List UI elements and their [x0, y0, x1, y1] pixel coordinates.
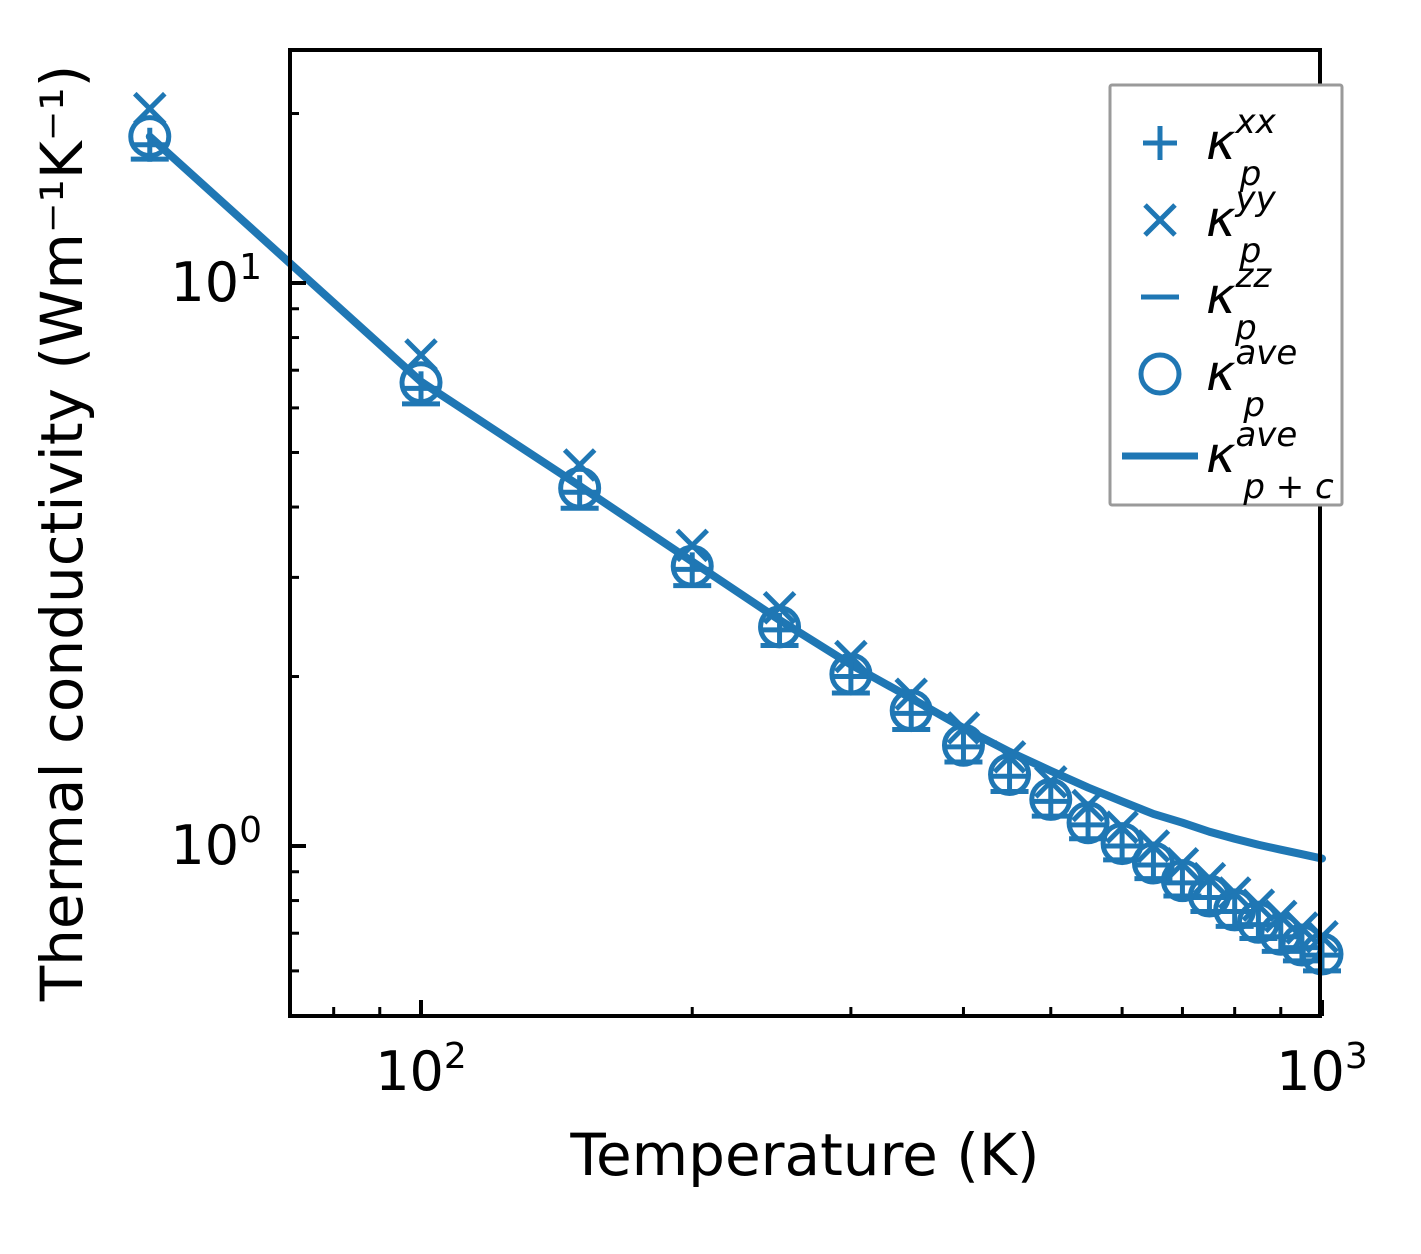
legend-kappa-symbol: κ	[1206, 344, 1236, 402]
datapoint-kappa-p-ave	[829, 652, 873, 696]
x-tick-label-exponent: 3	[1345, 1036, 1368, 1077]
x-tick-label-exponent: 2	[444, 1036, 467, 1077]
datapoint-kappa-p-ave	[889, 689, 933, 733]
datapoint-kappa-p-yy	[1105, 810, 1139, 844]
datapoint-kappa-p-ave	[670, 544, 714, 588]
y-tick-label-exponent: 1	[239, 247, 262, 288]
legend-subscript: p	[1234, 308, 1257, 348]
datapoint-kappa-p-ave	[1236, 900, 1280, 944]
legend-marker-circle	[1138, 352, 1182, 396]
x-axis-label-text: Temperature (K)	[569, 1121, 1039, 1189]
y-tick-label-exponent: 0	[239, 810, 262, 851]
datapoint-kappa-p-ave	[988, 752, 1032, 796]
datapoint-kappa-p-ave	[1259, 912, 1303, 956]
legend-label-4: κave p + c	[1206, 415, 1334, 507]
legend-background	[1108, 83, 1344, 507]
legend-label-0: κxx p	[1206, 102, 1277, 194]
y-tick-label-base: 10	[170, 814, 239, 877]
legend-superscript: ave	[1235, 415, 1297, 455]
legend-subscript: p	[1239, 231, 1262, 271]
legend-superscript: xx	[1234, 102, 1276, 142]
legend-superscript: ave	[1235, 333, 1297, 373]
y-axis-label-text: Thermal conductivity (Wm⁻¹K⁻¹)	[28, 65, 96, 1003]
legend-kappa-symbol: κ	[1206, 426, 1236, 484]
datapoint-kappa-p-yy	[894, 677, 928, 712]
datapoint-kappa-p-ave	[1100, 822, 1144, 866]
legend-subscript: p	[1242, 385, 1265, 425]
legend-label-3: κave p	[1206, 333, 1297, 425]
legend-subscript: p + c	[1242, 467, 1334, 507]
x-tick-label: 102	[375, 1036, 467, 1103]
datapoint-kappa-p-ave	[558, 466, 602, 510]
data-layer	[128, 91, 1344, 976]
datapoint-kappa-p-ave	[128, 115, 172, 159]
x-tick-label: 103	[1276, 1036, 1368, 1103]
legend-marker-cross	[1143, 203, 1177, 237]
legend-kappa-symbol: κ	[1206, 190, 1236, 248]
y-tick-label: 100	[170, 810, 262, 877]
y-tick-label-base: 10	[170, 251, 239, 314]
legend-superscript: yy	[1234, 179, 1276, 219]
series-kappa-p-ave	[128, 115, 1344, 976]
legend-label-1: κyy p	[1206, 179, 1277, 271]
legend-kappa-symbol: κ	[1206, 267, 1236, 325]
datapoint-kappa-p-ave	[399, 361, 443, 405]
legend-kappa-symbol: κ	[1206, 113, 1236, 171]
legend-superscript: zz	[1234, 256, 1272, 296]
datapoint-kappa-p-ave	[1213, 888, 1257, 932]
legend-label-2: κzz p	[1206, 256, 1272, 348]
datapoint-kappa-p-ave	[1066, 801, 1110, 845]
datapoint-kappa-p-ave	[1029, 777, 1073, 821]
ticks-layer	[290, 112, 1324, 1016]
datapoint-kappa-p-ave	[758, 605, 802, 649]
datapoint-kappa-p-ave	[941, 723, 985, 767]
x-axis-label: Temperature (K)	[569, 1121, 1039, 1189]
x-tick-label-base: 10	[1276, 1040, 1345, 1103]
legend-subscript: p	[1239, 154, 1262, 194]
y-tick-label: 101	[170, 247, 262, 314]
datapoint-kappa-p-ave	[1187, 874, 1231, 918]
x-tick-label-base: 10	[375, 1040, 444, 1103]
y-axis-label: Thermal conductivity (Wm⁻¹K⁻¹)	[28, 65, 96, 1003]
